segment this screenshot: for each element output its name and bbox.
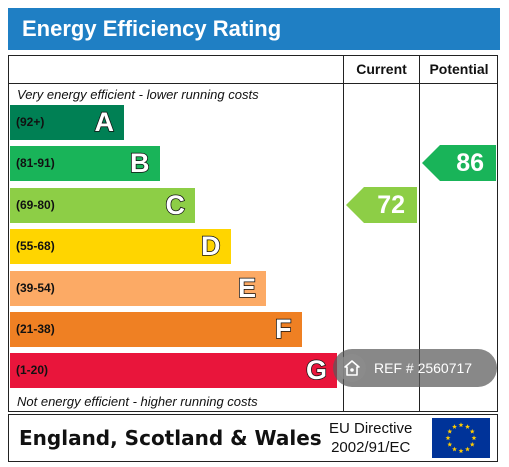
home-icon: [338, 354, 366, 382]
eu-stars: [445, 422, 477, 454]
band-letter: A: [94, 106, 115, 138]
eu-star: [458, 422, 464, 428]
current-rating-arrow-value: 72: [377, 190, 405, 219]
band-range-label: (39-54): [16, 280, 55, 295]
chart-title: Energy Efficiency Rating: [22, 16, 282, 41]
ref-watermark: REF # 2560717: [333, 349, 497, 387]
band-letter: C: [165, 189, 186, 221]
eu-star: [465, 424, 470, 429]
band-range-label: (81-91): [16, 156, 55, 171]
eu-star: [447, 441, 453, 447]
current-rating-arrow-shape: [346, 186, 417, 223]
potential-rating-arrow: 86: [422, 145, 496, 182]
band-range-label: (69-80): [16, 197, 55, 212]
column-header-current: Current: [356, 61, 407, 77]
band-c: (69-80) C: [10, 187, 195, 223]
eu-star: [469, 441, 475, 447]
column-divider-potential: [419, 56, 420, 411]
ref-text: REF # 2560717: [374, 360, 473, 376]
potential-rating-arrow-value: 86: [456, 149, 484, 178]
bottom-caption: Not energy efficient - higher running co…: [17, 394, 258, 409]
eu-star: [471, 435, 477, 441]
header-divider: [9, 83, 497, 84]
band-d: (55-68) D: [10, 229, 231, 265]
eu-star: [452, 424, 457, 429]
current-rating-arrow: 72: [346, 186, 417, 223]
eu-star: [447, 428, 453, 434]
directive-line-2: 2002/91/EC: [331, 439, 411, 456]
column-divider-current: [343, 56, 344, 411]
band-range-label: (21-38): [16, 322, 55, 336]
rating-table: Current Potential Very energy efficient …: [8, 55, 498, 412]
potential-rating-arrow-shape: [422, 145, 496, 182]
band-f: (21-38) F: [10, 312, 302, 347]
band-range-label: (1-20): [16, 363, 49, 378]
footer-region: England, Scotland & Wales: [19, 426, 322, 450]
band-letter: E: [237, 272, 257, 304]
eu-star: [458, 448, 464, 454]
band-letter: B: [129, 148, 150, 180]
band-e: (39-54) E: [10, 270, 266, 306]
band-range-label: (55-68): [16, 239, 55, 254]
band-g: (1-20) G: [10, 353, 337, 389]
eu-star: [452, 446, 457, 452]
footer: England, Scotland & Wales EU Directive 2…: [8, 414, 498, 462]
band-letter: D: [200, 230, 221, 262]
potential-rating-arrow-polygon: [422, 145, 496, 182]
band-a: (92+) A: [10, 105, 124, 140]
band-letter: F: [274, 313, 292, 345]
directive-line-1: EU Directive: [329, 420, 413, 437]
band-range-label: (92+): [16, 115, 45, 129]
band-letter: G: [305, 355, 328, 387]
band-b: (81-91) B: [10, 146, 160, 182]
eu-star: [469, 428, 475, 434]
title-bar: Energy Efficiency Rating: [8, 8, 500, 50]
eu-flag-icon: [432, 418, 490, 458]
footer-directive: EU Directive 2002/91/EC: [329, 419, 412, 457]
eu-star: [445, 435, 451, 441]
eu-star: [465, 446, 470, 452]
top-caption: Very energy efficient - lower running co…: [17, 87, 259, 102]
column-header-potential: Potential: [429, 61, 489, 77]
current-rating-arrow-polygon: [346, 186, 417, 223]
